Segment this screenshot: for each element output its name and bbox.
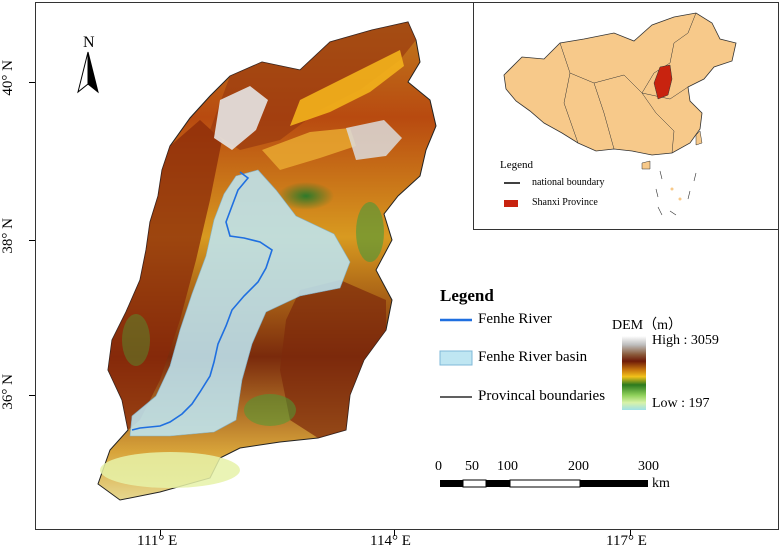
xinzhou-basin — [262, 128, 356, 170]
north-label: N — [83, 34, 95, 51]
eastern-mountains — [280, 280, 386, 438]
dem-high-label: High : 3059 — [652, 333, 719, 348]
fenhe-river-line — [131, 171, 273, 431]
western-green — [122, 314, 150, 366]
lon-tick-114 — [394, 530, 395, 536]
legend-fenhe-river: Fenhe River — [478, 311, 552, 327]
north-arrow-dark-half — [87, 51, 99, 94]
scale-tick-50: 50 — [465, 459, 479, 474]
scale-tick-300: 300 — [638, 459, 659, 474]
inset-national-boundary-label: national boundary — [532, 177, 605, 188]
dem-color-bar — [622, 336, 646, 410]
china-inset-map: Legend national boundary Shanxi Province — [473, 2, 779, 230]
south-sea-islands — [670, 187, 674, 191]
southern-green — [244, 394, 296, 426]
lon-label-114: 114° E — [370, 533, 411, 549]
dem-title: DEM（m） — [612, 318, 682, 333]
north-arrow-icon — [77, 51, 89, 94]
taiwan-island — [695, 130, 703, 146]
legend-title: Legend — [440, 286, 494, 305]
fenhe-basin-area — [129, 169, 351, 437]
eastern-green-strip — [356, 202, 384, 262]
legend-provincial-boundaries: Provincal boundaries — [478, 388, 606, 404]
lon-label-111: 111° E — [137, 533, 178, 549]
legend-fenhe-basin: Fenhe River basin — [478, 349, 588, 365]
shanxi-province-swatch — [504, 200, 518, 207]
south-sea-islands-2 — [678, 197, 682, 201]
scale-unit: km — [652, 476, 670, 491]
scale-tick-100: 100 — [497, 459, 518, 474]
southwest-lowland — [100, 452, 240, 488]
china-inset-svg — [503, 12, 737, 216]
inset-legend-title: Legend — [500, 159, 533, 171]
shanxi-highlight — [653, 64, 673, 100]
lon-label-117: 117° E — [606, 533, 647, 549]
datong-basin — [290, 50, 404, 126]
south-sea-dashes — [655, 170, 697, 216]
scale-tick-0: 0 — [435, 459, 442, 474]
wutai-peaks — [214, 86, 268, 150]
scale-tick-200: 200 — [568, 459, 589, 474]
dem-low-label: Low : 197 — [652, 396, 710, 411]
lon-tick-117 — [630, 530, 631, 536]
hainan-island — [641, 160, 651, 170]
lat-tick-38 — [29, 240, 35, 241]
lat-tick-40 — [29, 82, 35, 83]
eastern-green-lowland — [278, 182, 334, 210]
lon-tick-111 — [160, 530, 161, 536]
china-outline — [503, 12, 737, 156]
inset-shanxi-label: Shanxi Province — [532, 197, 598, 208]
western-mountains — [108, 120, 222, 430]
lat-tick-36 — [29, 395, 35, 396]
northern-mountains — [210, 22, 416, 150]
northeast-peaks — [346, 120, 402, 160]
